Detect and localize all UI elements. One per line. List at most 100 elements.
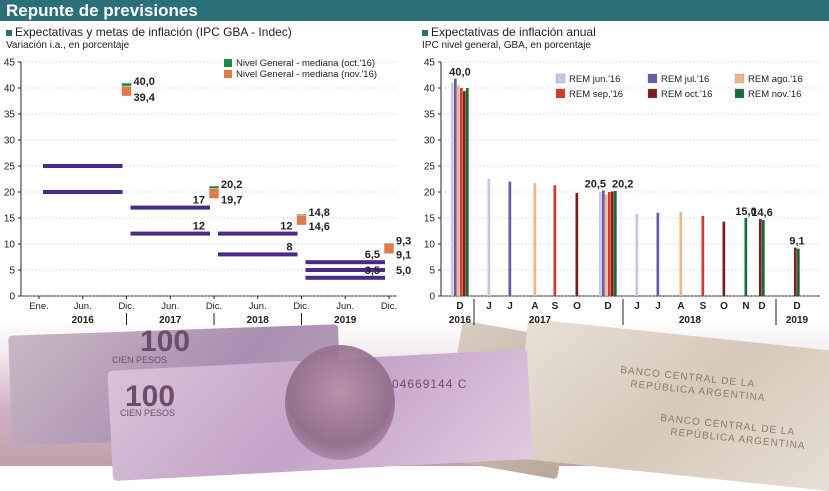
x-tick-label: D	[758, 301, 765, 312]
median-marker	[121, 85, 132, 97]
bar	[602, 190, 605, 296]
median-label: 39,4	[134, 92, 156, 104]
median-label: 14,8	[309, 207, 330, 219]
year-label: 2019	[786, 315, 809, 326]
targets-chart: 0 5 10 15 20 25 30 35 40 45 Ene. Jun. Dic. Jun. Dic. Ju…	[4, 58, 411, 327]
y-tick-label: 45	[424, 58, 436, 69]
bill-text: CIEN PESOS	[120, 408, 176, 418]
x-tick-label: Dic.	[206, 301, 222, 312]
x-tick-label: O	[573, 301, 581, 312]
bar	[487, 179, 491, 296]
y-tick-label: 35	[4, 110, 16, 121]
bar	[762, 220, 765, 296]
legend-swatch	[555, 88, 566, 99]
bar	[605, 194, 608, 296]
median-marker	[383, 243, 395, 254]
year-label: 2017	[529, 315, 552, 326]
data-label: 9,1	[789, 236, 804, 248]
y-tick-label: 45	[4, 58, 16, 69]
bar	[466, 88, 469, 296]
bill-serial: 04669144 C	[392, 377, 468, 391]
legend-label: REM jun.'16	[569, 74, 620, 85]
x-tick-label: Jun.	[336, 301, 354, 312]
legend-swatch	[647, 88, 658, 99]
bar	[608, 192, 611, 296]
chart-title-text: Expectativas de inflación anual	[431, 25, 596, 39]
target-range-bar	[305, 275, 385, 280]
x-tick-label: Dic.	[293, 301, 309, 312]
legend-swatch	[224, 59, 232, 67]
x-tick-label: N	[742, 301, 749, 312]
y-tick-label: 30	[4, 136, 16, 147]
chart-title: Expectativas de inflación anual	[422, 25, 596, 39]
target-range-bar	[43, 164, 123, 168]
legend-label: REM jul.'16	[661, 74, 709, 85]
data-label: 20,5	[585, 178, 606, 190]
x-tick-label: O	[720, 301, 728, 312]
page-title: Repunte de previsiones	[6, 1, 198, 20]
year-label: 2018	[247, 315, 270, 326]
x-tick-label: A	[531, 301, 538, 312]
target-range-bar	[218, 252, 298, 257]
year-label: 2019	[334, 315, 357, 326]
target-label: 17	[193, 195, 205, 207]
legend-swatch	[555, 73, 566, 84]
legend-swatch	[734, 73, 745, 84]
y-tick-label: 5	[9, 266, 15, 277]
x-tick-label: D	[793, 301, 800, 312]
y-tick-label: 25	[4, 162, 16, 173]
bar	[797, 248, 800, 296]
x-tick-label: D	[456, 301, 463, 312]
bar	[614, 190, 617, 296]
target-label: 6,5	[365, 249, 380, 261]
bar	[463, 91, 466, 297]
median-label: 9,3	[396, 236, 411, 248]
bar	[454, 78, 457, 296]
target-range-bar	[305, 268, 385, 272]
y-tick-label: 5	[429, 266, 435, 277]
y-tick-label: 0	[9, 292, 15, 303]
x-tick-label: Jun.	[249, 301, 267, 312]
bar	[457, 85, 460, 297]
median-label: 20,2	[221, 179, 242, 191]
target-range-bar	[130, 205, 210, 210]
target-label: 5,0	[396, 265, 411, 277]
y-tick-label: 20	[4, 188, 16, 199]
bar	[451, 82, 454, 296]
y-tick-label: 40	[424, 84, 436, 95]
y-tick-label: 15	[4, 214, 16, 225]
legend-label: REM ago.'16	[748, 74, 803, 85]
bar	[635, 213, 639, 296]
x-tick-label: J	[634, 301, 640, 312]
median-marker	[208, 188, 220, 199]
bar	[759, 219, 762, 296]
bar	[794, 247, 797, 296]
bar	[575, 193, 579, 296]
legend-swatch	[224, 70, 232, 78]
x-tick-label: Jun.	[161, 301, 179, 312]
target-range-bar	[218, 231, 298, 236]
x-tick-label: D	[604, 301, 611, 312]
median-label: 9,1	[396, 250, 411, 262]
chart-subtitle: IPC nivel general, GBA, en porcentaje	[422, 40, 591, 51]
bar	[701, 215, 705, 296]
y-tick-label: 15	[424, 214, 436, 225]
legend-swatch	[734, 88, 745, 99]
y-tick-label: 25	[424, 162, 436, 173]
data-label: 14,6	[751, 207, 772, 219]
x-tick-label: J	[655, 301, 661, 312]
bar	[508, 181, 512, 296]
y-tick-label: 0	[429, 292, 435, 303]
y-tick-label: 35	[424, 110, 436, 121]
legend-label: Nivel General - mediana (oct.'16)	[236, 58, 375, 69]
header-banner: Repunte de previsiones	[0, 0, 829, 21]
bar	[722, 221, 726, 296]
target-label: 12	[280, 221, 292, 233]
y-tick-label: 20	[424, 188, 436, 199]
title-marker-icon	[422, 29, 428, 36]
x-tick-label: Ene.	[29, 301, 49, 312]
y-tick-label: 10	[4, 240, 16, 251]
year-label: 2016	[72, 315, 95, 326]
banknote-portrait	[285, 345, 395, 460]
x-tick-label: S	[700, 301, 707, 312]
